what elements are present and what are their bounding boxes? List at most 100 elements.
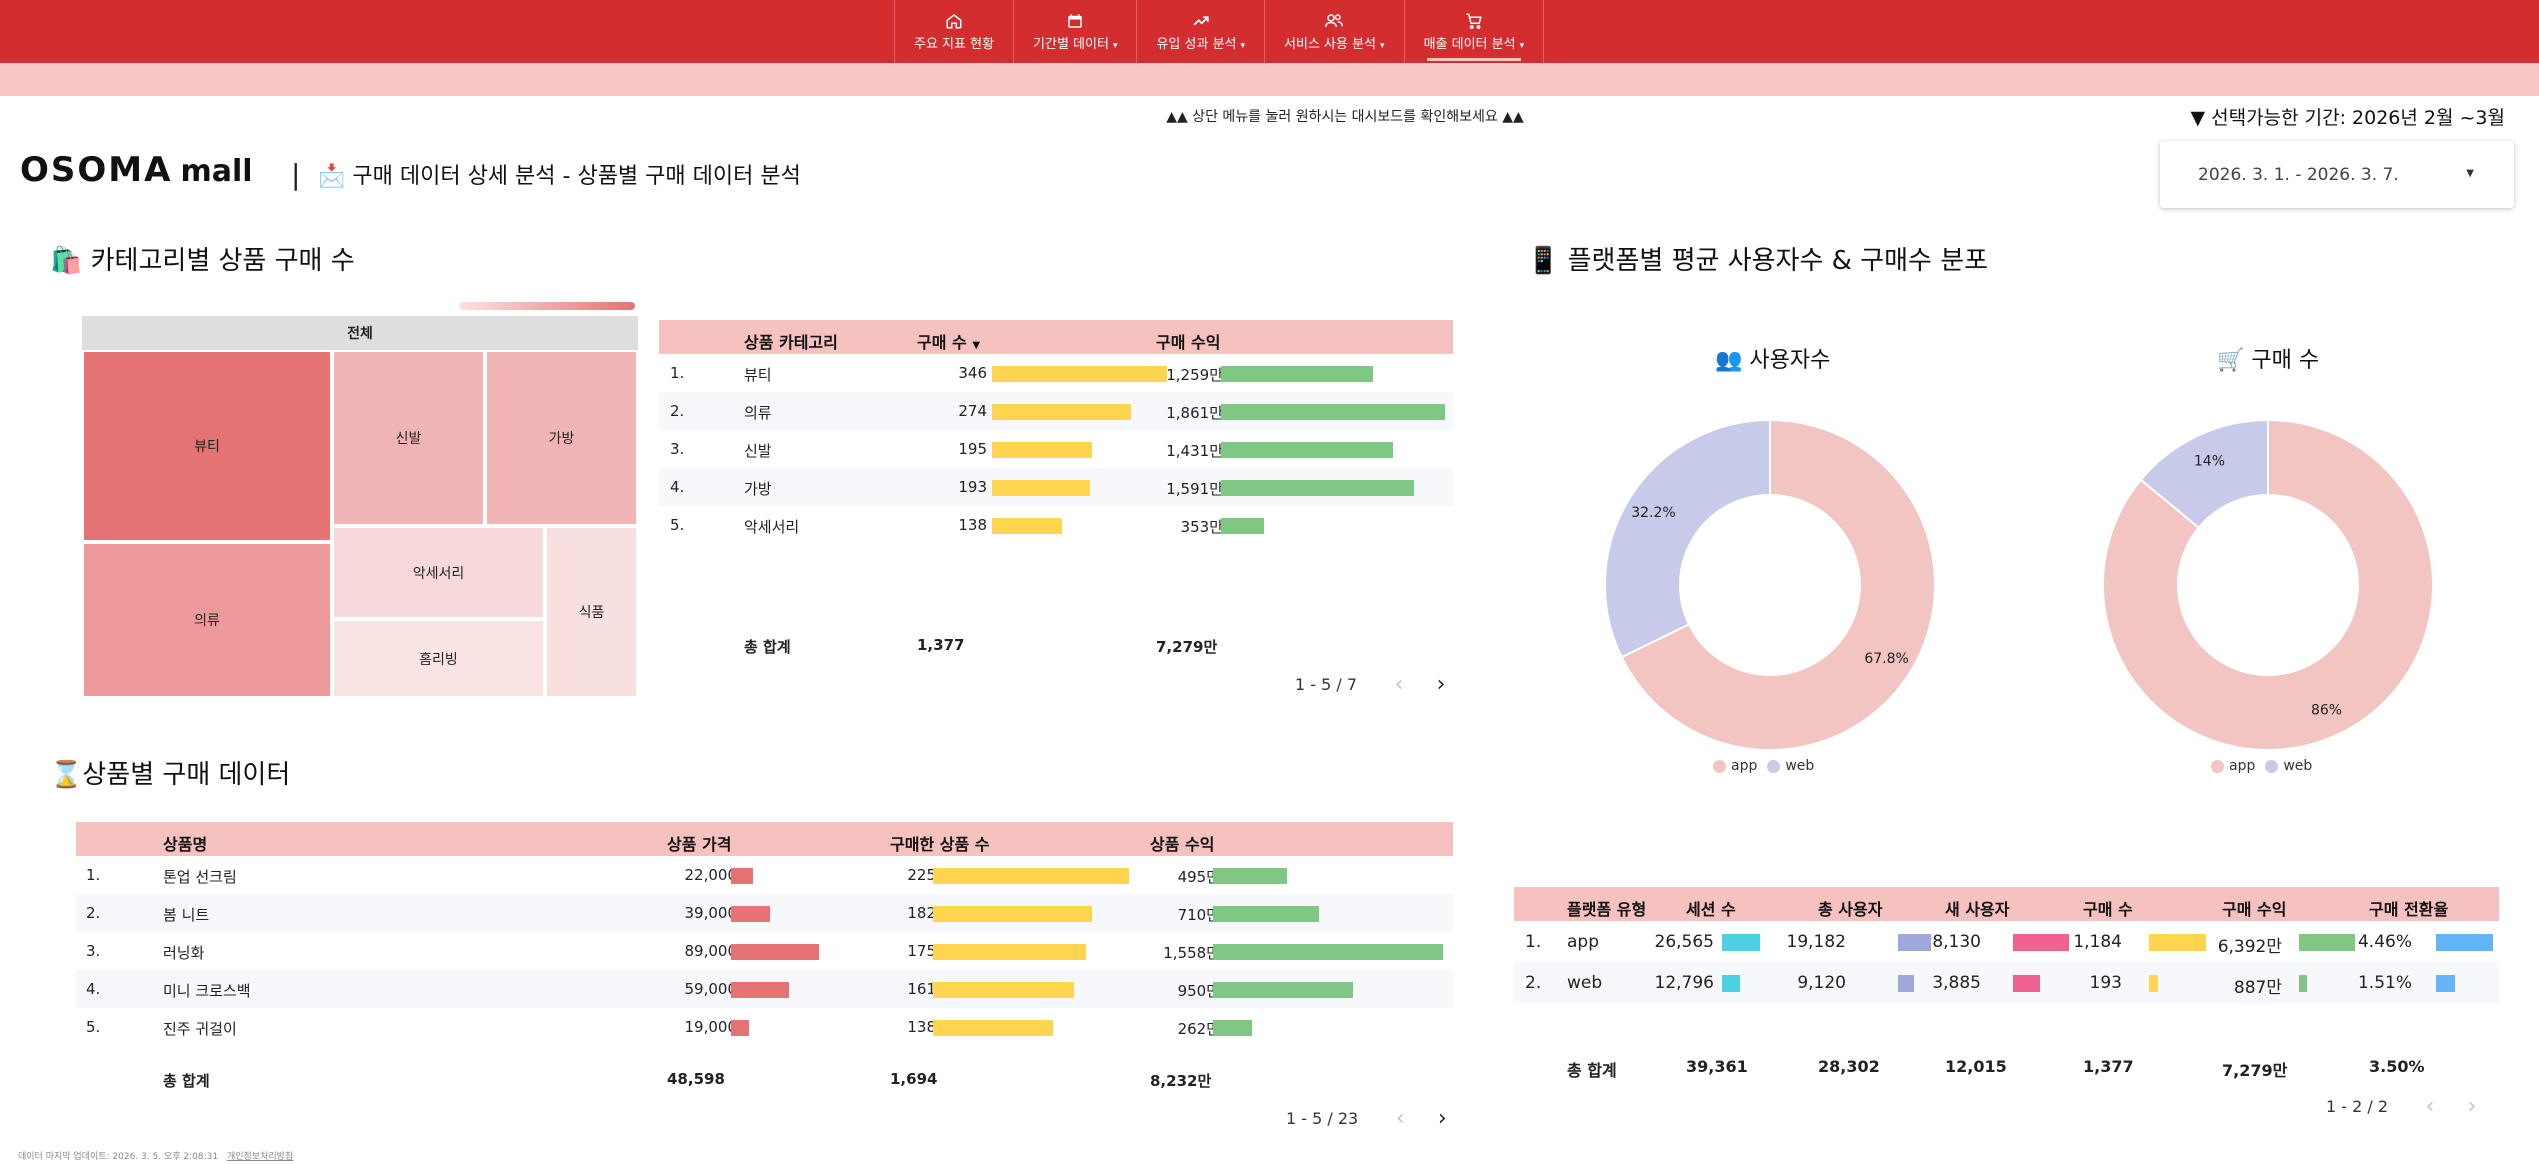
nav-item-label: 서비스 사용 분석 [1284,37,1377,52]
treemap-cell-bags[interactable]: 가방 [485,350,638,526]
total-users: 9,120 [1797,973,1846,993]
table-row[interactable]: 3. 신발 195 1,431만 [659,430,1453,468]
table-row[interactable]: 2. web 12,796 9,120 3,885 193 887만 1.51% [1514,962,2499,1003]
cart-icon [1466,13,1482,29]
prev-page-icon[interactable]: ‹ [1394,672,1404,697]
web-legend-swatch [2265,759,2279,773]
purchased-count: 175 [907,942,936,960]
next-page-icon[interactable]: › [1437,1106,1447,1131]
users-donut-slice-app[interactable] [1620,418,1936,751]
total-purchased-count: 1,694 [890,1070,938,1088]
conversion-rate: 1.51% [2357,973,2412,993]
treemap-cell-food[interactable]: 식품 [545,526,638,698]
purchase-count: 274 [958,402,987,420]
purchases-donut-slice-web[interactable] [2139,418,2269,530]
logo: OSOMA mall [20,150,253,190]
treemap-header[interactable]: 전체 [82,316,638,350]
column-header-new-users[interactable]: 새 사용자 [1945,900,2010,919]
total-users-bar [1898,934,1931,951]
date-range-picker[interactable]: 2026. 3. 1. - 2026. 3. 7. ▼ [2160,141,2514,208]
users-donut-legend: app web [1703,758,1814,774]
table-row[interactable]: 4. 가방 193 1,591만 [659,468,1453,506]
legend-label-web[interactable]: web [2283,758,2313,774]
legend-label-app[interactable]: app [2229,758,2256,774]
total-new-users: 12,015 [1945,1057,2007,1076]
trending-up-icon [1193,16,1209,26]
total-purchase-revenue: 7,279만 [1156,638,1218,656]
treemap-color-scale [459,302,635,310]
treemap-cell-home-living[interactable]: 홈리빙 [332,619,545,698]
table-row[interactable]: 5. 악세서리 138 353만 [659,506,1453,544]
app-legend-swatch [1713,759,1726,773]
nav-item-service-usage[interactable]: 서비스 사용 분석 ▾ [1265,0,1405,63]
table-row[interactable]: 1. 뷰티 346 1,259만 [659,354,1453,392]
prev-page-icon[interactable]: ‹ [1395,1106,1405,1131]
column-header-sessions[interactable]: 세션 수 [1686,900,1736,919]
legend-label-app[interactable]: app [1731,758,1758,774]
row-rank: 5. [670,516,685,534]
treemap-cell-beauty[interactable]: 뷰티 [82,350,332,542]
users-donut-slice-web[interactable] [1604,418,1771,659]
nav-item-acquisition[interactable]: 유입 성과 분석 ▾ [1137,0,1266,63]
row-rank: 5. [86,1018,101,1036]
purchases-donut-slice-app[interactable] [2102,418,2434,751]
nav-item-sales-analysis[interactable]: 매출 데이터 분석 ▾ [1405,0,1545,63]
row-rank: 1. [670,364,685,382]
treemap-cell-shoes[interactable]: 신발 [332,350,485,526]
table-row[interactable]: 4. 미니 크로스백 59,000 161 950만 [76,970,1453,1008]
product-table: 상품명 상품 가격 구매한 상품 수 상품 수익 1. 톤업 선크림 22,000 2… [76,822,1453,1102]
nav-item-key-metrics[interactable]: 주요 지표 현황 [894,0,1015,63]
column-header-total-users[interactable]: 총 사용자 [1818,900,1883,919]
column-header-purchase-count[interactable]: 구매 수 ▼ [917,333,981,352]
nav-item-label: 매출 데이터 분석 [1423,37,1516,52]
category-treemap: 전체 뷰티 신발 가방 의류 악세서리 식품 홈리빙 [82,316,638,698]
purchase-revenue: 1,861만 [1166,404,1223,422]
conversion-rate-bar [2436,975,2455,992]
product-price-bar [731,944,819,960]
column-header-product-name[interactable]: 상품명 [163,835,208,854]
sessions: 26,565 [1654,932,1714,952]
column-header-product-revenue[interactable]: 상품 수익 [1150,835,1215,854]
next-page-icon[interactable]: › [1436,672,1446,697]
privacy-policy-link[interactable]: 개인정보처리방침 [226,1152,294,1162]
platform-table: 플랫폼 유형 세션 수 총 사용자 새 사용자 구매 수 구매 수익 구매 전환… [1514,887,2499,1102]
row-rank: 3. [670,440,685,458]
category-name: 의류 [744,404,772,422]
purchased-count: 225 [907,866,936,884]
conversion-rate-bar [2436,934,2493,951]
home-icon [946,14,962,29]
table-row[interactable]: 2. 봄 니트 39,000 182 710만 [76,894,1453,932]
table-row[interactable]: 5. 진주 귀걸이 19,000 138 262만 [76,1008,1453,1046]
product-price-bar [731,1020,749,1036]
column-header-revenue[interactable]: 구매 수익 [2222,900,2287,919]
purchase-revenue: 1,591만 [1166,480,1223,498]
table-row[interactable]: 1. app 26,565 19,182 8,130 1,184 6,392만 4.46% [1514,921,2499,962]
conversion-rate: 4.46% [2357,932,2412,952]
platform-type: web [1567,973,1603,993]
table-row[interactable]: 3. 러닝화 89,000 175 1,558만 [76,932,1453,970]
column-header-purchase-revenue[interactable]: 구매 수익 [1156,333,1221,352]
column-header-conversion-rate[interactable]: 구매 전환율 [2369,900,2449,919]
product-revenue: 710만 [1177,906,1220,924]
column-header-price[interactable]: 상품 가격 [667,835,732,854]
product-price: 89,000 [684,942,738,960]
product-revenue: 1,558만 [1163,944,1220,962]
table-row[interactable]: 2. 의류 274 1,861만 [659,392,1453,430]
row-rank: 3. [86,942,101,960]
nav-menu: 주요 지표 현황 기간별 데이터 ▾ 유입 성과 분석 ▾ 서비스 사용 분석 ▾ 매… [894,0,1545,63]
treemap-cell-accessories[interactable]: 악세서리 [332,526,545,619]
table-row[interactable]: 1. 톤업 선크림 22,000 225 495만 [76,856,1453,894]
purchase-revenue-bar [1221,366,1373,382]
legend-label-web[interactable]: web [1785,758,1815,774]
column-header-purchases[interactable]: 구매 수 [2083,900,2133,919]
column-header-category[interactable]: 상품 카테고리 [744,333,838,352]
column-header-platform-type[interactable]: 플랫폼 유형 [1567,900,1647,919]
pager-label: 1 - 5 / 23 [1286,1109,1359,1128]
revenue: 6,392만 [2217,937,2282,957]
nav-item-period-data[interactable]: 기간별 데이터 ▾ [1014,0,1138,63]
prev-page-icon[interactable]: ‹ [2425,1094,2435,1119]
treemap-cell-clothing[interactable]: 의류 [82,542,332,698]
next-page-icon[interactable]: › [2467,1094,2477,1119]
column-header-purchased-count[interactable]: 구매한 상품 수 [890,835,990,854]
table-header: 플랫폼 유형 세션 수 총 사용자 새 사용자 구매 수 구매 수익 구매 전환… [1514,887,2499,921]
